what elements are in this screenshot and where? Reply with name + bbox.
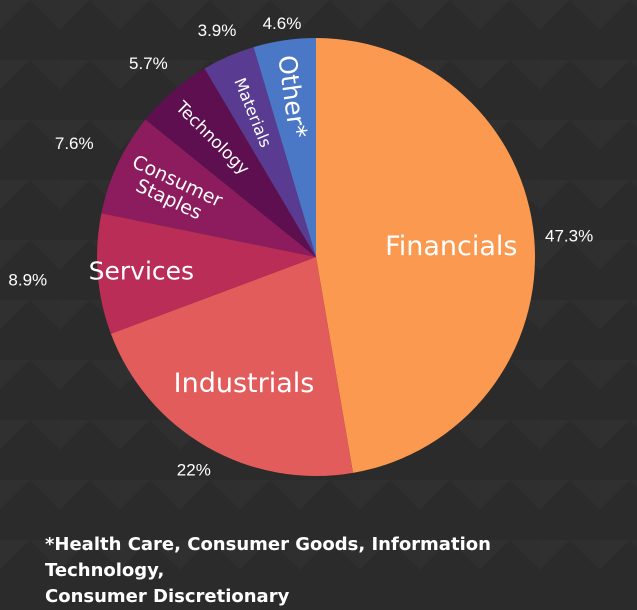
slice-percent-label: 22% xyxy=(177,461,211,480)
slice-label: Financials xyxy=(385,231,517,262)
pie-slice-consumer-staples xyxy=(101,119,316,258)
slice-percent-label: 7.6% xyxy=(55,134,94,153)
slice-percent-label: 5.7% xyxy=(129,54,168,73)
slice-percent-label: 4.6% xyxy=(263,14,302,33)
slice-percent-label: 3.9% xyxy=(198,21,237,40)
footnote: *Health Care, Consumer Goods, Informatio… xyxy=(45,532,615,610)
footnote-line-2: Consumer Discretionary xyxy=(45,586,290,607)
pie-slice-technology xyxy=(145,68,316,257)
pie-slice-financials xyxy=(316,38,535,473)
pie-slice-industrials xyxy=(110,257,353,476)
pie-slice-services xyxy=(97,213,316,334)
slice-percent-label: 47.3% xyxy=(545,226,593,245)
pie-slice-materials xyxy=(204,47,316,258)
slice-percent-label: 8.9% xyxy=(8,271,47,290)
pie-chart: Financials 47.3% Industrials 22% Services 8.9… xyxy=(8,14,593,480)
footnote-line-1: *Health Care, Consumer Goods, Informatio… xyxy=(45,534,491,581)
pie-slice-other xyxy=(253,38,316,257)
slice-label: Industrials xyxy=(174,368,315,399)
slice-label: Services xyxy=(89,256,194,285)
